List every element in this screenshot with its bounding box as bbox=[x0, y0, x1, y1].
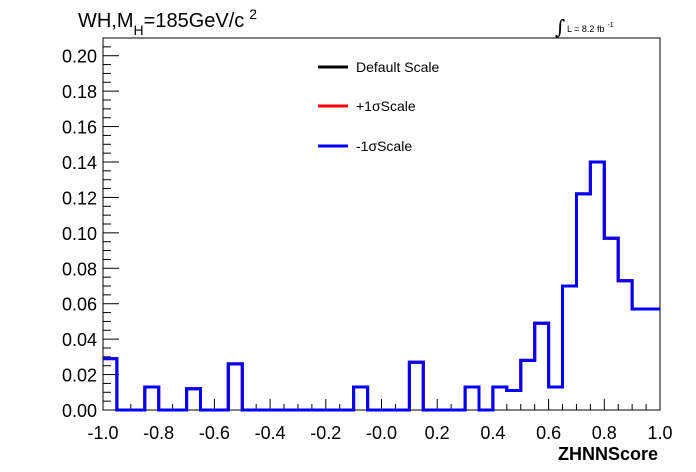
legend-entry-plus1sigma: +1σScale bbox=[318, 98, 416, 114]
legend: Default Scale +1σScale -1σScale bbox=[318, 59, 439, 154]
x-axis-title: ZHNNScore bbox=[558, 444, 658, 464]
legend-entry-default: Default Scale bbox=[318, 59, 439, 75]
x-tick-label: -0.4 bbox=[255, 423, 286, 443]
lumi-label: ∫ L = 8.2 fb -1 bbox=[555, 15, 614, 39]
title-main: WH,M bbox=[78, 10, 134, 32]
y-tick-label: 0.18 bbox=[62, 82, 97, 102]
chart-title: WH,MH=185GeV/c 2 bbox=[78, 6, 257, 38]
legend-label-default: Default Scale bbox=[356, 59, 439, 75]
y-tick-label: 0.14 bbox=[62, 153, 97, 173]
x-tick-label: -0.8 bbox=[143, 423, 174, 443]
x-tick-label: -1.0 bbox=[87, 423, 118, 443]
legend-label-minus1sigma: -1σScale bbox=[356, 138, 412, 154]
x-tick-label: 0.6 bbox=[536, 423, 561, 443]
y-tick-label: 0.08 bbox=[62, 259, 97, 279]
legend-label-plus1sigma: +1σScale bbox=[356, 98, 416, 114]
y-tick-label: 0.06 bbox=[62, 295, 97, 315]
y-tick-label: 0.10 bbox=[62, 224, 97, 244]
y-tick-label: 0.20 bbox=[62, 47, 97, 67]
title-superscript: 2 bbox=[249, 6, 257, 22]
y-tick-label: 0.04 bbox=[62, 330, 97, 350]
x-tick-label: 0.4 bbox=[480, 423, 505, 443]
title-subscript: H bbox=[134, 22, 144, 38]
legend-entry-minus1sigma: -1σScale bbox=[318, 138, 412, 154]
y-tick-label: 0.00 bbox=[62, 401, 97, 421]
lumi-value: L = 8.2 fb bbox=[567, 24, 604, 34]
lumi-integral-symbol: ∫ bbox=[555, 15, 565, 39]
y-tick-label: 0.16 bbox=[62, 118, 97, 138]
tick-labels: -1.0 -0.8 -0.6 -0.4 -0.2 -0.0 0.2 0.4 0.6 0.8 1.0 0… bbox=[62, 47, 673, 443]
y-tick-label: 0.12 bbox=[62, 188, 97, 208]
title-after: =185GeV/c bbox=[144, 10, 245, 32]
lumi-text: L = 8.2 fb -1 bbox=[567, 22, 614, 34]
y-tick-label: 0.02 bbox=[62, 366, 97, 386]
lumi-superscript: -1 bbox=[607, 22, 613, 29]
x-tick-label: -0.6 bbox=[199, 423, 230, 443]
x-tick-label: -0.0 bbox=[366, 423, 397, 443]
series-minus1sigma-scale bbox=[103, 160, 660, 412]
x-tick-label: 0.8 bbox=[592, 423, 617, 443]
x-tick-label: 0.2 bbox=[425, 423, 450, 443]
x-tick-label: -0.2 bbox=[310, 423, 341, 443]
x-tick-label: 1.0 bbox=[647, 423, 672, 443]
series-group bbox=[103, 160, 660, 412]
